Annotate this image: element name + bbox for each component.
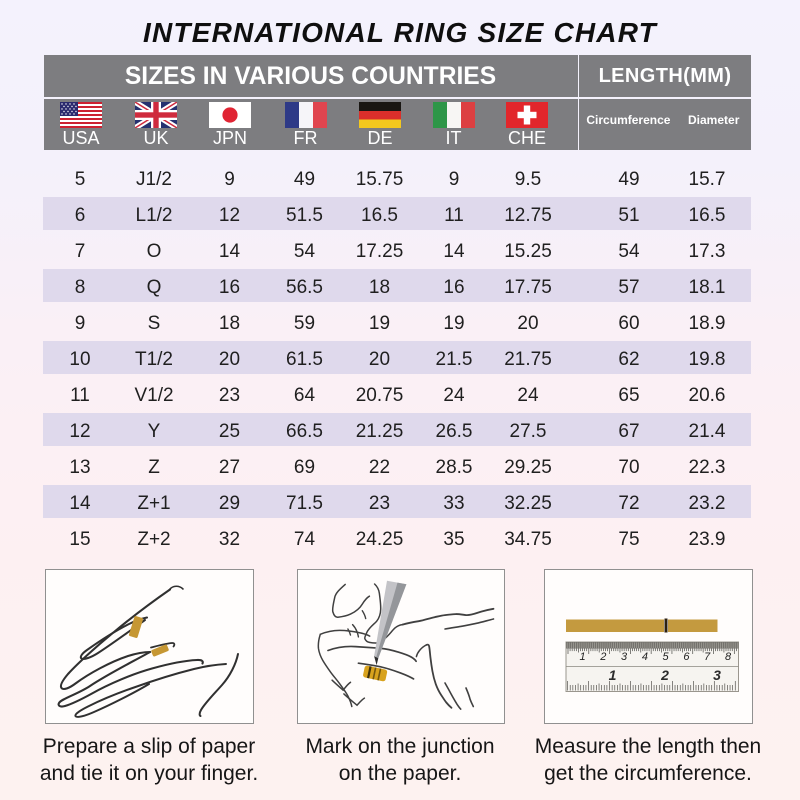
svg-text:3: 3	[621, 651, 628, 663]
svg-text:6: 6	[683, 651, 690, 663]
svg-text:8: 8	[724, 651, 731, 663]
svg-text:1: 1	[579, 651, 585, 663]
svg-text:1: 1	[608, 667, 616, 683]
svg-text:2: 2	[599, 651, 606, 663]
svg-text:2: 2	[660, 667, 669, 683]
svg-text:4: 4	[641, 651, 647, 663]
svg-text:7: 7	[704, 651, 711, 663]
svg-text:3: 3	[713, 667, 721, 683]
svg-text:5: 5	[662, 651, 669, 663]
